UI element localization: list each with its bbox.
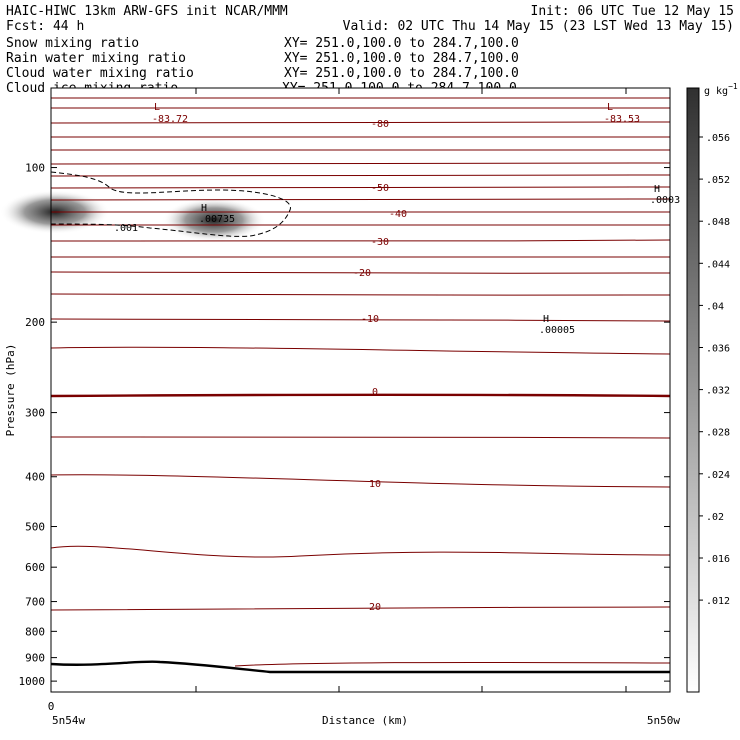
low-value: -83.72	[152, 114, 188, 125]
isotherm-line	[50, 293, 671, 296]
y-axis-title: Pressure (hPa)	[4, 344, 17, 437]
isotherm-line	[50, 346, 671, 355]
colorbar-tick-label: .012	[706, 596, 730, 607]
isotherm-label: -30	[371, 237, 389, 248]
isotherm-line	[50, 186, 671, 189]
colorbar-tick-label: .036	[706, 344, 730, 355]
colorbar: .056 .052 .048 .044 .04 .036 .032 .028 .024 .02 .0…	[686, 82, 738, 693]
field-snow-name: Snow mixing ratio	[6, 36, 139, 51]
dashed-mixing-ratio-contour	[50, 171, 291, 237]
isotherm-line	[50, 545, 671, 558]
isotherm-label: -40	[389, 209, 407, 220]
header-valid: Valid: 02 UTC Thu 14 May 15 (23 LST Wed …	[343, 19, 734, 34]
low-value: -83.53	[604, 114, 640, 125]
isotherm-line	[50, 318, 671, 322]
isotherm-label: -80	[371, 119, 389, 130]
y-axis-tick-label: 1000	[19, 675, 46, 688]
isotherm-label: 0	[372, 387, 378, 398]
y-axis-tick-label: 800	[25, 625, 45, 638]
field-cloudwater-name: Cloud water mixing ratio	[6, 66, 194, 81]
field-rain-name: Rain water mixing ratio	[6, 51, 186, 66]
field-cloudwater-xy: XY= 251.0,100.0 to 284.7,100.0	[284, 66, 519, 81]
y-axis-tick-label: 900	[25, 652, 45, 665]
colorbar-tick-label: .024	[706, 470, 730, 481]
shaded-blob-center	[162, 198, 266, 242]
isotherm-line	[50, 239, 671, 242]
colorbar-tick-label: .048	[706, 217, 730, 228]
terrain-surface-line	[50, 660, 670, 674]
isotherm-line	[50, 174, 671, 177]
y-axis-tick-label: 100	[25, 162, 45, 175]
colorbar-tick-label: .044	[706, 259, 730, 270]
isotherm-line	[50, 162, 671, 165]
colorbar-tick-label: .016	[706, 554, 730, 565]
colorbar-ramp	[686, 87, 700, 693]
high-value: .00005	[539, 325, 575, 336]
colorbar-tick-label: .04	[706, 301, 724, 312]
high-value: .00735	[199, 214, 235, 225]
isotherm-label: -20	[353, 268, 371, 279]
field-snow-xy: XY= 251.0,100.0 to 284.7,100.0	[284, 36, 519, 51]
plot-frame	[50, 87, 671, 693]
isotherm-label: 20	[369, 602, 381, 613]
isotherm-label: -10	[361, 314, 379, 325]
isotherm-line	[50, 436, 671, 439]
high-marker: H	[654, 184, 660, 195]
y-axis-tick-label: 400	[25, 471, 45, 484]
colorbar-unit: g kg−1	[704, 82, 738, 97]
y-axis-tick-label: 700	[25, 596, 45, 609]
isotherm-lines	[50, 97, 671, 667]
colorbar-ticks: .056 .052 .048 .044 .04 .036 .032 .028 .024 .02 .0…	[699, 133, 730, 607]
colorbar-tick-label: .056	[706, 133, 730, 144]
x-axis: 0 5n54w Distance (km) 5n50w	[48, 88, 680, 727]
y-axis-tick-label: 500	[25, 521, 45, 534]
isotherm-line	[50, 474, 671, 488]
plot-background	[51, 88, 670, 692]
isotherm-label: 10	[369, 479, 381, 490]
header-init: Init: 06 UTC Tue 12 May 15	[531, 4, 735, 19]
x-left-location: 5n54w	[52, 714, 85, 727]
low-marker: L	[607, 102, 613, 113]
colorbar-tick-label: .032	[706, 386, 730, 397]
isotherm-line	[50, 271, 671, 274]
high-marker: H	[543, 314, 549, 325]
isotherm-line	[234, 661, 671, 667]
isotherm-line	[50, 393, 671, 398]
header-forecast: Fcst: 44 h	[6, 19, 84, 34]
y-axis-tick-label: 300	[25, 407, 45, 420]
low-marker: L	[154, 102, 160, 113]
y-axis-tick-label: 600	[25, 561, 45, 574]
y-axis-tick-label: 200	[25, 316, 45, 329]
isotherm-line	[50, 198, 671, 201]
field-rain-xy: XY= 251.0,100.0 to 284.7,100.0	[284, 51, 519, 66]
high-marker: H	[201, 203, 207, 214]
colorbar-tick-label: .028	[706, 428, 730, 439]
x-right-location: 5n50w	[647, 714, 680, 727]
x-axis-title: Distance (km)	[322, 714, 408, 727]
header-title: HAIC-HIWC 13km ARW-GFS init NCAR/MMM	[6, 4, 288, 19]
x-zero-label: 0	[48, 700, 55, 713]
isotherm-line	[50, 606, 671, 611]
high-value: .0003	[650, 195, 680, 206]
contour-label: .001	[114, 223, 138, 234]
colorbar-tick-label: .052	[706, 175, 730, 186]
plot-area: -80 -50 -40 -30 -20 -10 0 10 20 L -83.72…	[0, 87, 680, 693]
colorbar-tick-label: .02	[706, 512, 724, 523]
isotherm-label: -50	[371, 183, 389, 194]
